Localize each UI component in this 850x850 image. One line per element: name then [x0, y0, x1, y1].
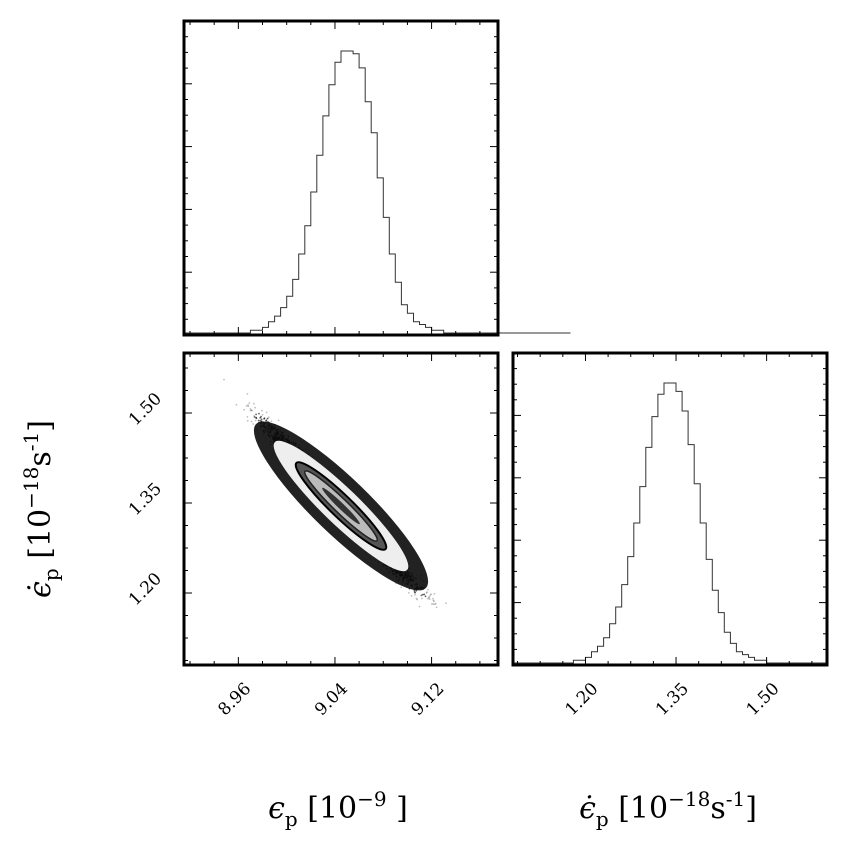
joint-scatter-point	[243, 408, 246, 411]
joint-scatter-point	[421, 597, 423, 600]
joint-scatter-point	[247, 404, 249, 406]
joint-scatter-point	[414, 591, 416, 594]
joint-scatter-point	[415, 597, 418, 600]
joint-panel	[182, 351, 500, 667]
joint-scatter-point	[254, 406, 256, 409]
joint-scatter-point	[434, 602, 437, 605]
joint-scatter-point	[246, 393, 249, 395]
joint-scatter-point	[266, 417, 269, 420]
joint-scatter-point	[428, 596, 431, 598]
joint-scatter-point	[433, 600, 435, 603]
joint-scatter-point	[445, 602, 447, 605]
joint-scatter-point	[247, 405, 250, 408]
eps-histogram-frame	[182, 19, 500, 337]
joint-scatter-point	[251, 409, 253, 412]
joint-scatter-point	[427, 597, 429, 600]
eps-histogram-panel	[182, 19, 571, 337]
joint-scatter-point	[254, 419, 257, 422]
eps-histogram-line	[184, 50, 571, 334]
joint-scatter-point	[425, 592, 428, 594]
joint-scatter-point	[424, 595, 427, 598]
joint-scatter-point	[267, 416, 270, 419]
joint-scatter-point	[420, 594, 423, 597]
joint-scatter-point	[423, 593, 426, 596]
joint-scatter-point	[413, 589, 416, 592]
joint-scatter-point	[249, 409, 252, 412]
joint-scatter-point	[428, 596, 430, 599]
joint-scatter-point	[427, 588, 429, 591]
joint-scatter-point	[250, 409, 253, 412]
joint-scatter-point	[407, 592, 410, 594]
eps-histogram-ticks	[184, 20, 498, 336]
joint-scatter-point	[253, 402, 255, 405]
joint-scatter-point	[252, 423, 255, 425]
joint-scatter-point	[255, 413, 257, 416]
joint-scatter-point	[400, 586, 403, 589]
joint-scatter-point	[235, 403, 238, 406]
joint-scatter-point	[223, 378, 225, 381]
joint-scatter-point	[246, 419, 249, 422]
joint-scatter-point	[249, 408, 252, 410]
